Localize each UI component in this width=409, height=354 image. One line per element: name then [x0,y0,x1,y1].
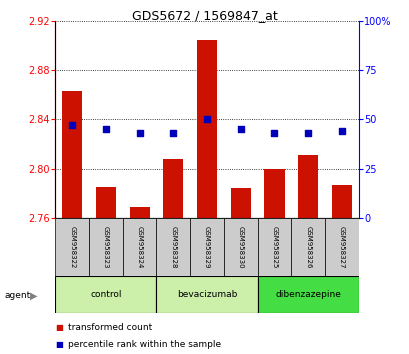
Bar [223,218,257,276]
Bar [55,276,156,313]
Point [170,130,176,136]
Bar [156,218,190,276]
Bar [257,276,358,313]
Text: GSM958323: GSM958323 [103,225,109,268]
Bar [55,218,89,276]
Point [203,116,210,122]
Bar [291,218,324,276]
Text: ■: ■ [55,323,63,332]
Bar [129,207,149,218]
Text: transformed count: transformed count [67,323,151,332]
Bar [190,218,223,276]
Text: GSM958330: GSM958330 [237,225,243,268]
Bar [264,169,284,218]
Text: ▶: ▶ [29,291,37,301]
Text: GSM958324: GSM958324 [136,226,142,268]
Text: GDS5672 / 1569847_at: GDS5672 / 1569847_at [132,9,277,22]
Text: GSM958327: GSM958327 [338,225,344,268]
Point [69,122,75,128]
Text: percentile rank within the sample: percentile rank within the sample [67,340,220,349]
Bar [324,218,358,276]
Text: GSM958328: GSM958328 [170,225,176,268]
Text: GSM958325: GSM958325 [271,226,277,268]
Text: GSM958322: GSM958322 [69,226,75,268]
Bar [163,159,183,218]
Point [136,130,143,136]
Text: GSM958329: GSM958329 [204,225,209,268]
Bar [89,218,122,276]
Text: GSM958326: GSM958326 [304,225,310,268]
Text: dibenzazepine: dibenzazepine [274,290,340,299]
Bar [257,218,291,276]
Bar [156,276,257,313]
Point [270,130,277,136]
Point [338,129,344,134]
Point [304,130,311,136]
Bar [331,184,351,218]
Text: bevacizumab: bevacizumab [176,290,237,299]
Bar [62,91,82,218]
Bar [196,40,217,218]
Bar [122,218,156,276]
Point [237,126,243,132]
Text: agent: agent [4,291,30,300]
Text: control: control [90,290,121,299]
Bar [96,187,116,218]
Text: ■: ■ [55,340,63,349]
Bar [297,155,317,218]
Point [102,126,109,132]
Bar [230,188,250,218]
